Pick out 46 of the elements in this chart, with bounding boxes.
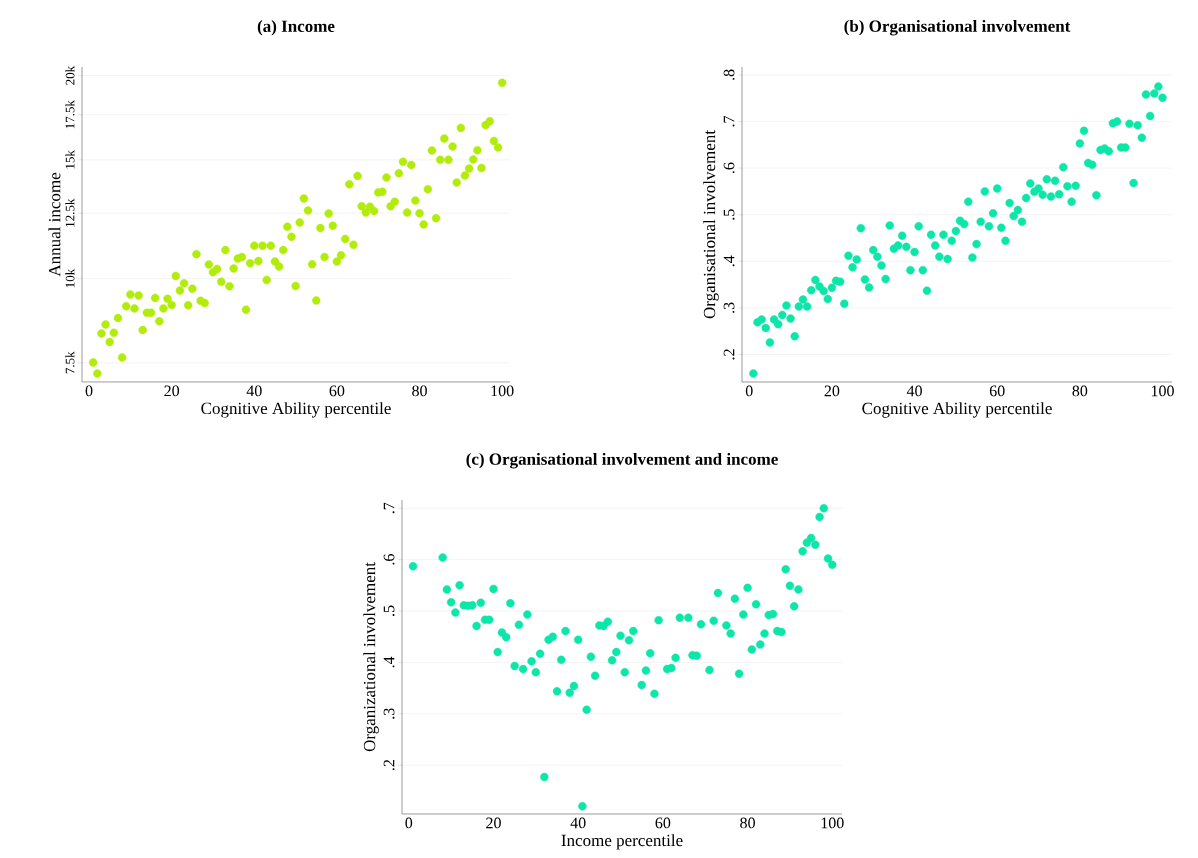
chart-title: (c) Organisational involvement and income xyxy=(466,452,778,469)
y-tick-label: .2 xyxy=(723,349,735,360)
x-tick-label: 20 xyxy=(164,385,180,397)
x-tick-label: 40 xyxy=(570,817,586,829)
x-axis-title: Cognitive Ability percentile xyxy=(201,402,391,418)
y-axis-title: Organisational involvement xyxy=(703,130,719,319)
y-axis-title: Annual income xyxy=(48,172,61,277)
x-tick-label: 100 xyxy=(1151,385,1174,397)
y-tick-label: .6 xyxy=(723,162,735,174)
y-tick-label: .7 xyxy=(383,502,395,514)
y-tick-label: .7 xyxy=(723,115,735,127)
x-tick-label: 80 xyxy=(740,817,755,829)
x-tick-label: 60 xyxy=(329,385,345,397)
y-tick-label: .4 xyxy=(383,656,395,668)
x-tick-label: 80 xyxy=(412,385,427,397)
chart-title: (a) Income xyxy=(257,20,335,36)
x-tick-label: 80 xyxy=(1072,385,1088,397)
x-axis-title: Cognitive Ability percentile xyxy=(862,402,1052,418)
y-tick-label: .2 xyxy=(383,760,395,771)
y-tick-label: .3 xyxy=(723,302,735,313)
y-tick-label: 7.5k xyxy=(65,351,75,374)
y-tick-label: .3 xyxy=(383,708,395,719)
x-tick-label: 100 xyxy=(491,385,514,397)
y-tick-label: .4 xyxy=(723,255,735,267)
y-tick-label: .6 xyxy=(383,554,395,565)
x-tick-label: 0 xyxy=(85,385,93,397)
y-tick-label: .5 xyxy=(383,605,395,616)
x-tick-label: 40 xyxy=(246,385,262,397)
x-tick-label: 20 xyxy=(486,817,501,829)
y-tick-label: 12.5k xyxy=(65,198,75,227)
y-tick-label: 20k xyxy=(65,65,75,85)
y-tick-label: .5 xyxy=(723,209,735,220)
x-tick-label: 20 xyxy=(824,385,840,397)
y-tick-label: 17.5k xyxy=(65,100,75,129)
x-tick-label: 0 xyxy=(405,817,413,829)
x-tick-label: 0 xyxy=(745,385,753,397)
x-tick-label: 60 xyxy=(989,385,1005,397)
y-tick-label: 15k xyxy=(65,150,75,169)
x-tick-label: 60 xyxy=(655,817,671,829)
y-tick-label: .8 xyxy=(723,69,735,80)
x-tick-label: 100 xyxy=(821,817,844,829)
chart-title: (b) Organisational involvement xyxy=(844,19,1071,36)
x-axis-title: Income percentile xyxy=(561,834,683,850)
y-tick-label: 10k xyxy=(65,268,75,288)
y-axis-title: Organizational involvement xyxy=(363,562,379,752)
x-tick-label: 40 xyxy=(906,385,922,397)
